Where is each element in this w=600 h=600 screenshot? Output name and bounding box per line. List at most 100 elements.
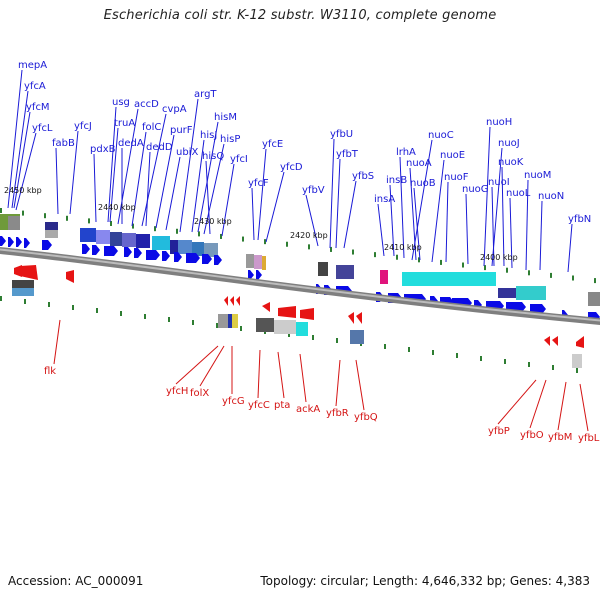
forward-gene-arrow: [42, 240, 52, 250]
tick-dot: [120, 311, 122, 316]
tick-dot: [308, 244, 310, 250]
gene-label-forward: nuoN: [538, 191, 564, 202]
tick-dot: [432, 350, 434, 355]
tick-dot: [132, 223, 134, 229]
tick-dot: [440, 259, 442, 265]
leader-line: [197, 121, 219, 233]
leader-line: [257, 148, 267, 241]
kbp-label: 2400 kbp: [480, 253, 518, 262]
forward-gene-arrow: [256, 270, 262, 280]
gene-label-forward: yfbS: [352, 171, 374, 182]
leader-line: [413, 187, 421, 261]
gene-label-reverse: pta: [274, 400, 290, 411]
tick-dot: [330, 246, 332, 252]
gene-label-forward: dedD: [146, 142, 173, 153]
tick-dot: [576, 368, 578, 373]
tick-dot: [176, 228, 178, 234]
tick-dot: [396, 254, 398, 260]
tick-dot: [484, 265, 486, 271]
leader-line: [567, 223, 573, 273]
tick-dot: [154, 226, 156, 232]
gene-label-reverse: ackA: [296, 404, 320, 415]
gene-label-forward: nuoE: [440, 150, 465, 161]
leader-line-reverse: [257, 349, 261, 399]
leader-line: [509, 197, 513, 269]
leader-line-reverse: [355, 359, 365, 411]
gene-label-forward: fabB: [52, 138, 75, 149]
gene-label-forward: yfbV: [302, 185, 325, 196]
kbp-label: 2410 kbp: [384, 243, 422, 252]
tick-dot: [72, 305, 74, 310]
leader-line: [305, 194, 319, 247]
gene-label-forward: truA: [114, 118, 135, 129]
leader-line: [491, 186, 495, 267]
tick-dot: [0, 296, 2, 301]
tick-dot: [242, 236, 244, 242]
tick-dot: [480, 356, 482, 361]
leader-line-reverse: [557, 381, 567, 431]
forward-gene-arrow: [202, 254, 212, 264]
forward-gene-arrow: [162, 251, 170, 261]
reverse-strand-genes: [14, 265, 584, 348]
tick-dot: [286, 241, 288, 247]
gene-label-reverse: yfbR: [326, 408, 349, 419]
gene-label-reverse: yfcC: [248, 400, 270, 411]
tick-dot: [336, 338, 338, 343]
tick-dot: [144, 314, 146, 319]
gene-label-forward: yfcE: [262, 139, 283, 150]
leader-line: [465, 193, 469, 265]
leader-line: [131, 131, 147, 227]
gene-label-forward: hisJ: [200, 130, 217, 141]
topology-text: Topology: circular; Length: 4,646,332 bp…: [260, 574, 590, 588]
tick-dot: [594, 278, 596, 284]
gene-label-forward: insA: [374, 194, 395, 205]
leader-line-reverse: [579, 383, 589, 432]
tick-dot: [374, 252, 376, 258]
gene-label-forward: nuoL: [506, 188, 531, 199]
leader-line: [109, 127, 119, 223]
feature-blocks-lower: [12, 280, 582, 368]
gene-label-forward: nuoK: [498, 157, 524, 168]
tick-marks-lower: [0, 296, 578, 373]
gene-label-forward: folC: [142, 122, 161, 133]
leader-line: [55, 147, 59, 215]
tick-dot: [418, 257, 420, 263]
leader-line-reverse: [529, 379, 547, 429]
label-leader-lines: [7, 69, 573, 273]
tick-dot: [48, 302, 50, 307]
leader-line: [141, 113, 167, 227]
leader-line: [93, 153, 97, 223]
leader-line-reverse: [175, 345, 219, 385]
gene-label-forward: yfbN: [568, 214, 591, 225]
gene-label-forward: yfcI: [230, 154, 248, 165]
tick-dot: [220, 233, 222, 239]
leader-line: [179, 98, 199, 233]
tick-dot: [88, 218, 90, 224]
tick-dot: [352, 249, 354, 255]
gene-label-forward: yfcD: [280, 162, 303, 173]
label-leader-lines-reverse: [53, 319, 589, 432]
tick-dot: [192, 320, 194, 325]
leader-line: [11, 90, 29, 209]
tick-dot: [22, 210, 24, 216]
leader-line: [117, 108, 139, 225]
gene-label-reverse: yfbM: [548, 432, 572, 443]
leader-line: [343, 180, 357, 249]
genome-title: Escherichia coli str. K-12 substr. W3110…: [103, 8, 497, 23]
gene-label-forward: yfbU: [330, 129, 353, 140]
tick-marks-upper: [0, 208, 596, 284]
forward-gene-arrow: [16, 237, 22, 247]
tick-dot: [44, 213, 46, 219]
tick-dot: [168, 317, 170, 322]
leader-line: [445, 181, 449, 263]
tick-dot: [0, 208, 2, 213]
gene-label-forward: cvpA: [162, 104, 187, 115]
tick-dot: [216, 323, 218, 328]
gene-label-forward: hisQ: [202, 151, 224, 162]
forward-gene-arrow: [0, 236, 6, 246]
leader-line: [539, 200, 543, 271]
gene-label-forward: nuoH: [486, 117, 512, 128]
tick-dot: [384, 344, 386, 349]
gene-label-forward: nuoI: [488, 177, 510, 188]
